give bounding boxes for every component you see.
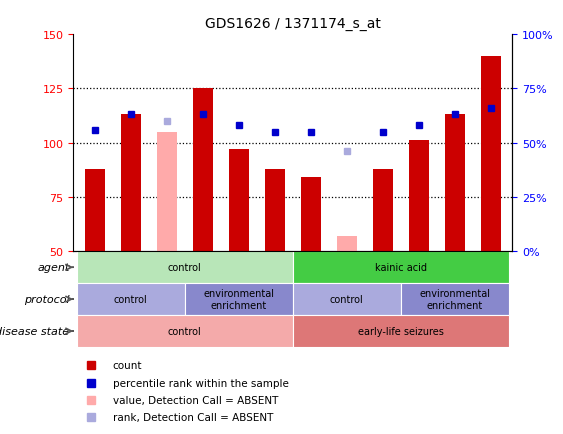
Bar — [157, 132, 177, 252]
Text: percentile rank within the sample: percentile rank within the sample — [113, 378, 289, 388]
Text: control: control — [114, 295, 148, 304]
Bar — [265, 169, 285, 252]
Text: rank, Detection Call = ABSENT: rank, Detection Call = ABSENT — [113, 412, 273, 422]
Bar — [409, 141, 428, 252]
Bar — [293, 316, 509, 347]
Bar — [445, 115, 464, 252]
Text: count: count — [113, 361, 142, 371]
Bar — [77, 316, 293, 347]
Bar — [293, 283, 401, 316]
Bar — [121, 115, 141, 252]
Bar — [193, 89, 213, 252]
Bar — [481, 56, 501, 252]
Text: control: control — [168, 263, 202, 273]
Text: kainic acid: kainic acid — [375, 263, 427, 273]
Title: GDS1626 / 1371174_s_at: GDS1626 / 1371174_s_at — [205, 17, 381, 31]
Text: early-life seizures: early-life seizures — [358, 326, 444, 336]
Bar — [401, 283, 509, 316]
Bar — [85, 169, 105, 252]
Bar — [77, 283, 185, 316]
Text: control: control — [168, 326, 202, 336]
Text: agent: agent — [37, 263, 70, 273]
Text: disease state: disease state — [0, 326, 70, 336]
Text: control: control — [330, 295, 364, 304]
Bar — [185, 283, 293, 316]
Text: value, Detection Call = ABSENT: value, Detection Call = ABSENT — [113, 395, 278, 405]
Bar — [77, 252, 293, 283]
Bar — [293, 252, 509, 283]
Bar — [301, 178, 321, 252]
Text: protocol: protocol — [24, 295, 70, 304]
Text: environmental
enrichment: environmental enrichment — [419, 289, 490, 310]
Bar — [373, 169, 392, 252]
Bar — [337, 237, 356, 252]
Text: environmental
enrichment: environmental enrichment — [203, 289, 274, 310]
Bar — [229, 150, 249, 252]
